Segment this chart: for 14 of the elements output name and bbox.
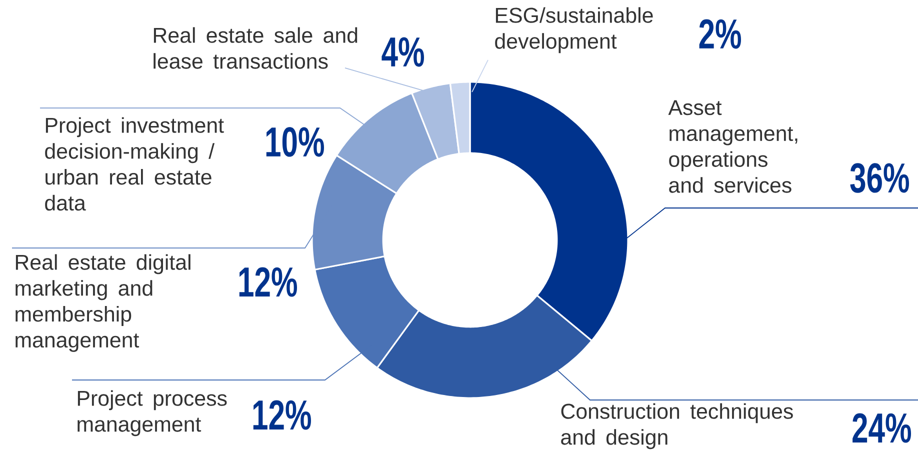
slice-label: Construction techniques and design (561, 403, 793, 450)
data-label: 24% (852, 413, 912, 443)
slice-label: Project investment decision-making / urban real estate data (45, 117, 224, 211)
slice-label: Real estate sale and lease transactions (154, 27, 358, 69)
slice-label: ESG/sustainable development (495, 7, 653, 54)
data-label: 4% (382, 37, 424, 67)
data-label: 2% (699, 19, 742, 49)
data-label: 36% (850, 163, 910, 193)
slice-label: Asset management, operations and services (668, 100, 798, 193)
data-label: 10% (266, 127, 324, 157)
slice-label: Project process management (78, 390, 227, 436)
data-label: 12% (253, 400, 311, 430)
slice-label: Real estate digital marketing and membership management (16, 254, 190, 352)
data-label: 12% (239, 267, 297, 297)
